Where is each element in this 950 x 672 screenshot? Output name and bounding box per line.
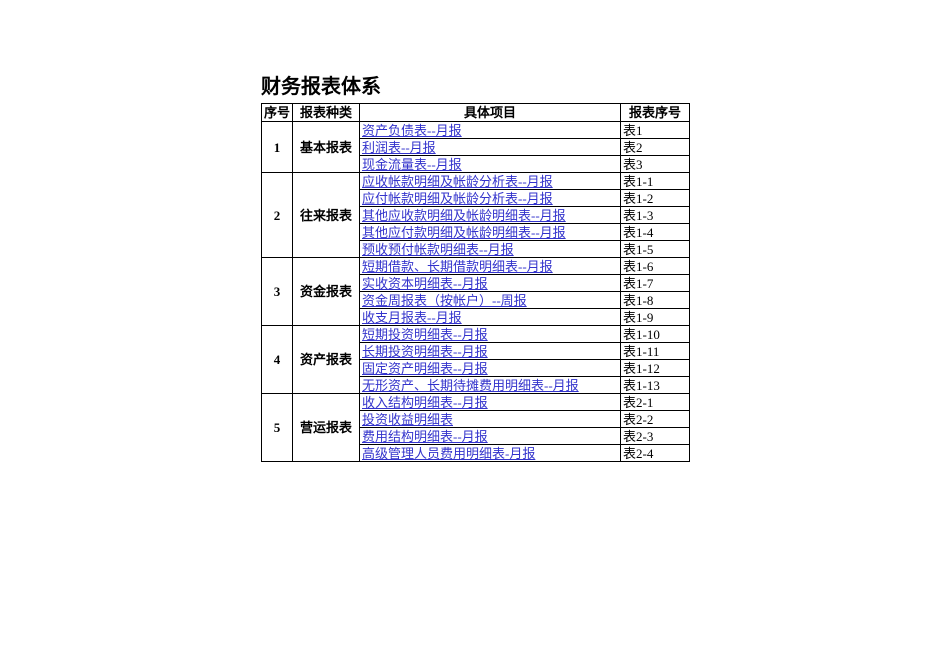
table-row: 收支月报表--月报 表1-9 — [262, 308, 690, 326]
group-category-label: 基本报表 — [292, 121, 360, 173]
table-row: 其他应付款明细及帐龄明细表--月报 表1-4 — [262, 223, 690, 241]
report-code-cell: 表1-11 — [620, 342, 690, 360]
report-link[interactable]: 利润表--月报 — [362, 139, 436, 155]
report-item-cell: 资产负债表--月报 — [359, 121, 621, 139]
report-code-cell: 表1-10 — [620, 325, 690, 343]
report-link[interactable]: 无形资产、长期待摊费用明细表--月报 — [362, 377, 579, 393]
report-code-cell: 表1 — [620, 121, 690, 139]
report-link[interactable]: 其他应付款明细及帐龄明细表--月报 — [362, 224, 566, 240]
table-row: 5 营运报表 收入结构明细表--月报 表2-1 — [261, 393, 690, 462]
report-item-cell: 长期投资明细表--月报 — [359, 342, 621, 360]
report-item-cell: 无形资产、长期待摊费用明细表--月报 — [359, 376, 621, 394]
report-item-cell: 高级管理人员费用明细表-月报 — [359, 444, 621, 462]
report-link[interactable]: 高级管理人员费用明细表-月报 — [362, 445, 536, 461]
table-row: 2 往来报表 应收帐款明细及帐龄分析表--月报 表1-1 — [261, 172, 690, 258]
header-report-code: 报表序号 — [620, 103, 690, 122]
table-row: 费用结构明细表--月报 表2-3 — [262, 427, 690, 445]
table-row: 资金周报表（按帐户）--周报 表1-8 — [262, 291, 690, 309]
report-item-cell: 短期借款、长期借款明细表--月报 — [359, 257, 621, 275]
report-link[interactable]: 短期投资明细表--月报 — [362, 326, 488, 342]
report-code-cell: 表1-13 — [620, 376, 690, 394]
report-link[interactable]: 收支月报表--月报 — [362, 309, 462, 325]
group-serial-number: 5 — [261, 393, 293, 462]
report-link[interactable]: 固定资产明细表--月报 — [362, 360, 488, 376]
report-table: 序号 报表种类 具体项目 报表序号 1 基本报表 资产负债表--月报 表1 利润表--月… — [261, 103, 690, 462]
group-serial-number: 1 — [261, 121, 293, 173]
report-code-cell: 表1-1 — [620, 172, 690, 190]
page-title: 财务报表体系 — [261, 76, 381, 98]
report-code-cell: 表1-5 — [620, 240, 690, 258]
table-header-row: 序号 报表种类 具体项目 报表序号 — [261, 103, 690, 122]
report-item-cell: 应收帐款明细及帐龄分析表--月报 — [359, 172, 621, 190]
report-link[interactable]: 收入结构明细表--月报 — [362, 394, 488, 410]
report-link[interactable]: 实收资本明细表--月报 — [362, 275, 488, 291]
report-item-cell: 费用结构明细表--月报 — [359, 427, 621, 445]
report-code-cell: 表2 — [620, 138, 690, 156]
table-row: 实收资本明细表--月报 表1-7 — [262, 274, 690, 292]
report-code-cell: 表1-2 — [620, 189, 690, 207]
table-row: 3 资金报表 短期借款、长期借款明细表--月报 表1-6 — [261, 257, 690, 326]
report-code-cell: 表1-9 — [620, 308, 690, 326]
report-link[interactable]: 资产负债表--月报 — [362, 122, 462, 138]
group-serial-number: 3 — [261, 257, 293, 326]
report-item-cell: 预收预付帐款明细表--月报 — [359, 240, 621, 258]
report-link[interactable]: 长期投资明细表--月报 — [362, 343, 488, 359]
report-table-body: 1 基本报表 资产负债表--月报 表1 利润表--月报 表2 现金流量表--月报 表3 2 往来报… — [261, 121, 690, 462]
report-item-cell: 其他应收款明细及帐龄明细表--月报 — [359, 206, 621, 224]
report-item-cell: 其他应付款明细及帐龄明细表--月报 — [359, 223, 621, 241]
table-row: 固定资产明细表--月报 表1-12 — [262, 359, 690, 377]
report-code-cell: 表1-8 — [620, 291, 690, 309]
report-item-cell: 收支月报表--月报 — [359, 308, 621, 326]
report-code-cell: 表2-1 — [620, 393, 690, 411]
worksheet: 财务报表体系 序号 报表种类 具体项目 报表序号 1 基本报表 资产负债表--月报表… — [261, 76, 690, 462]
group-serial-number: 4 — [261, 325, 293, 394]
header-specific-item: 具体项目 — [359, 103, 621, 122]
table-row: 长期投资明细表--月报 表1-11 — [262, 342, 690, 360]
group-serial-number: 2 — [261, 172, 293, 258]
report-item-cell: 应付帐款明细及帐龄分析表--月报 — [359, 189, 621, 207]
table-row: 无形资产、长期待摊费用明细表--月报 表1-13 — [262, 376, 690, 394]
report-code-cell: 表3 — [620, 155, 690, 173]
report-link[interactable]: 应付帐款明细及帐龄分析表--月报 — [362, 190, 553, 206]
table-row: 应付帐款明细及帐龄分析表--月报 表1-2 — [262, 189, 690, 207]
header-serial-number: 序号 — [261, 103, 293, 122]
report-link[interactable]: 应收帐款明细及帐龄分析表--月报 — [362, 173, 553, 189]
report-item-cell: 实收资本明细表--月报 — [359, 274, 621, 292]
table-row: 1 基本报表 资产负债表--月报 表1 — [261, 121, 690, 173]
report-item-cell: 固定资产明细表--月报 — [359, 359, 621, 377]
table-row: 高级管理人员费用明细表-月报 表2-4 — [262, 444, 690, 462]
report-code-cell: 表1-12 — [620, 359, 690, 377]
report-item-cell: 短期投资明细表--月报 — [359, 325, 621, 343]
report-code-cell: 表2-3 — [620, 427, 690, 445]
header-report-type: 报表种类 — [292, 103, 360, 122]
report-code-cell: 表1-7 — [620, 274, 690, 292]
group-category-label: 资产报表 — [292, 325, 360, 394]
table-row: 投资收益明细表 表2-2 — [262, 410, 690, 428]
report-item-cell: 资金周报表（按帐户）--周报 — [359, 291, 621, 309]
report-link[interactable]: 现金流量表--月报 — [362, 156, 462, 172]
report-item-cell: 利润表--月报 — [359, 138, 621, 156]
report-link[interactable]: 短期借款、长期借款明细表--月报 — [362, 258, 553, 274]
report-link[interactable]: 资金周报表（按帐户）--周报 — [362, 292, 527, 308]
report-link[interactable]: 预收预付帐款明细表--月报 — [362, 241, 514, 257]
report-item-cell: 投资收益明细表 — [359, 410, 621, 428]
report-code-cell: 表2-4 — [620, 444, 690, 462]
group-category-label: 资金报表 — [292, 257, 360, 326]
report-code-cell: 表1-6 — [620, 257, 690, 275]
report-item-cell: 现金流量表--月报 — [359, 155, 621, 173]
report-item-cell: 收入结构明细表--月报 — [359, 393, 621, 411]
report-code-cell: 表2-2 — [620, 410, 690, 428]
table-row: 4 资产报表 短期投资明细表--月报 表1-10 — [261, 325, 690, 394]
report-code-cell: 表1-4 — [620, 223, 690, 241]
group-category-label: 营运报表 — [292, 393, 360, 462]
group-category-label: 往来报表 — [292, 172, 360, 258]
report-link[interactable]: 费用结构明细表--月报 — [362, 428, 488, 444]
report-code-cell: 表1-3 — [620, 206, 690, 224]
report-link[interactable]: 其他应收款明细及帐龄明细表--月报 — [362, 207, 566, 223]
report-link[interactable]: 投资收益明细表 — [362, 411, 454, 427]
